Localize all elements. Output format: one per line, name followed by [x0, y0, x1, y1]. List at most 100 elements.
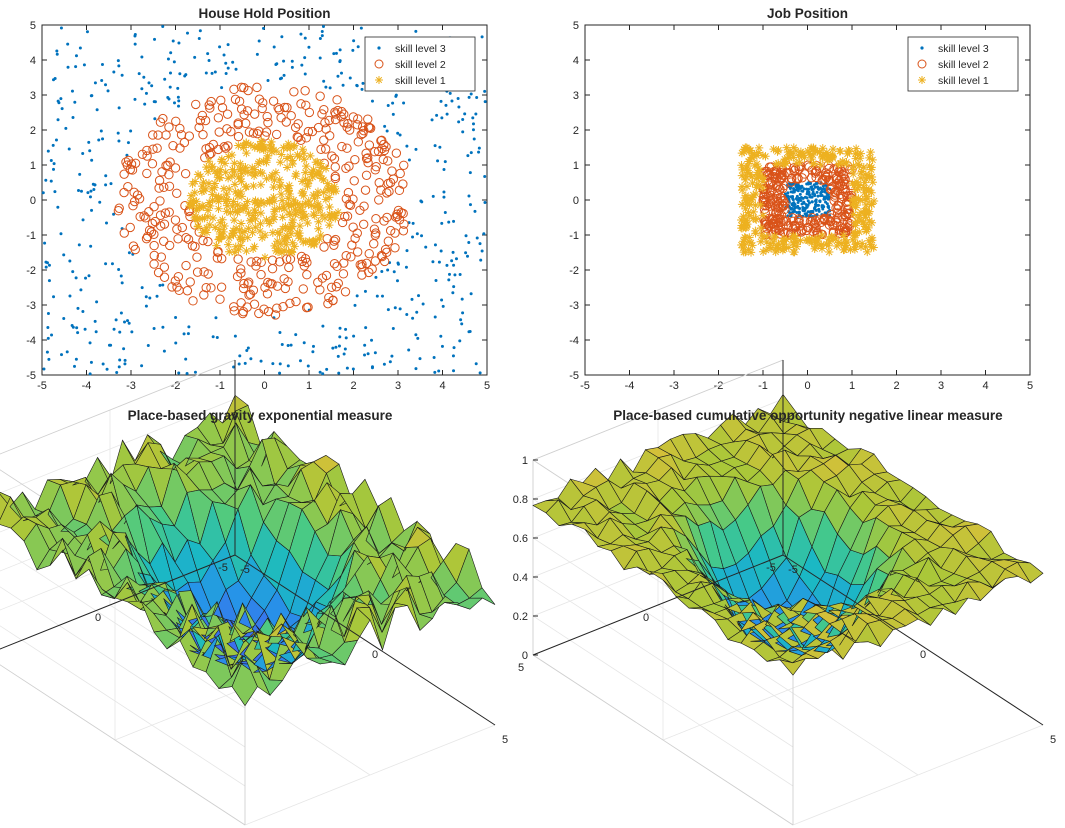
- data-point: [825, 247, 834, 257]
- data-point: [149, 240, 159, 251]
- data-point: [168, 85, 172, 89]
- data-point: [195, 115, 206, 126]
- surface-patch: [1016, 561, 1044, 584]
- data-point: [364, 140, 375, 150]
- data-point: [45, 261, 49, 265]
- data-point: [813, 185, 817, 189]
- data-point: [366, 352, 370, 356]
- data-point: [337, 344, 341, 348]
- data-point: [240, 227, 250, 236]
- data-point: [414, 147, 418, 151]
- data-point: [258, 98, 268, 108]
- data-point: [318, 56, 322, 60]
- data-point: [295, 228, 304, 238]
- data-point: [810, 215, 821, 226]
- data-point: [862, 174, 871, 184]
- data-point: [190, 213, 199, 223]
- data-point: [744, 237, 754, 247]
- data-point: [828, 234, 838, 244]
- data-point: [74, 276, 78, 280]
- data-point: [233, 254, 243, 264]
- data-point: [307, 45, 311, 49]
- data-point: [174, 315, 178, 319]
- data-point: [855, 211, 865, 220]
- data-point: [356, 129, 366, 140]
- data-point: [338, 269, 349, 279]
- data-point: [208, 162, 217, 171]
- data-point: [737, 171, 747, 180]
- data-point: [827, 197, 831, 201]
- data-point: [197, 187, 207, 196]
- data-point: [107, 343, 111, 347]
- chart-title: Job Position: [767, 6, 848, 21]
- data-point: [78, 172, 82, 176]
- data-point: [50, 333, 54, 337]
- data-point: [217, 193, 226, 203]
- data-point: [461, 130, 465, 134]
- data-point: [817, 240, 826, 249]
- data-point: [411, 221, 415, 225]
- data-point: [296, 99, 306, 109]
- data-point: [865, 216, 874, 225]
- data-point: [313, 122, 324, 133]
- data-point: [477, 150, 481, 154]
- data-point: [153, 37, 157, 41]
- data-point: [743, 219, 752, 229]
- data-point: [250, 242, 259, 251]
- data-point: [742, 143, 751, 152]
- data-point: [419, 199, 423, 203]
- box-edge: [532, 654, 794, 826]
- data-point: [338, 48, 342, 52]
- data-point: [217, 157, 226, 166]
- data-point: [191, 99, 201, 110]
- data-point: [278, 371, 282, 375]
- legend-label: skill level 3: [395, 43, 446, 55]
- data-point: [283, 233, 293, 242]
- data-point: [774, 224, 784, 234]
- data-point: [304, 200, 313, 209]
- data-point: [251, 214, 260, 224]
- data-point: [816, 194, 820, 198]
- data-point: [388, 360, 392, 364]
- data-point: [281, 254, 292, 264]
- data-point: [814, 198, 818, 202]
- data-point: [44, 265, 48, 269]
- data-point: [269, 212, 279, 221]
- data-point: [440, 116, 444, 120]
- data-point: [391, 326, 395, 330]
- data-point: [238, 308, 248, 319]
- data-point: [442, 190, 446, 194]
- data-point: [437, 260, 441, 264]
- y-tick-label: -5: [569, 370, 579, 382]
- data-point: [800, 202, 804, 206]
- data-point: [231, 187, 240, 197]
- data-point: [127, 251, 131, 255]
- data-point: [81, 309, 85, 313]
- data-point: [407, 348, 411, 352]
- data-point: [824, 200, 828, 204]
- data-point: [369, 239, 379, 249]
- data-point: [772, 160, 781, 169]
- data-point: [761, 166, 771, 177]
- data-point: [341, 194, 352, 204]
- data-point: [70, 89, 74, 93]
- data-point: [204, 149, 215, 159]
- data-point: [222, 109, 233, 119]
- data-point: [461, 118, 465, 122]
- data-point: [280, 76, 284, 80]
- floor-gridline: [657, 604, 919, 776]
- data-point: [344, 336, 348, 340]
- x-tick-label: -4: [625, 380, 635, 392]
- data-point: [214, 127, 224, 137]
- data-point: [77, 243, 81, 247]
- data-point: [394, 94, 398, 98]
- data-point: [832, 241, 842, 251]
- data-point: [752, 159, 762, 169]
- data-point: [95, 108, 99, 112]
- data-point: [190, 177, 200, 186]
- data-point: [343, 119, 353, 129]
- data-point: [155, 294, 159, 298]
- data-point: [319, 242, 329, 252]
- data-point: [134, 194, 145, 204]
- data-point: [807, 187, 811, 191]
